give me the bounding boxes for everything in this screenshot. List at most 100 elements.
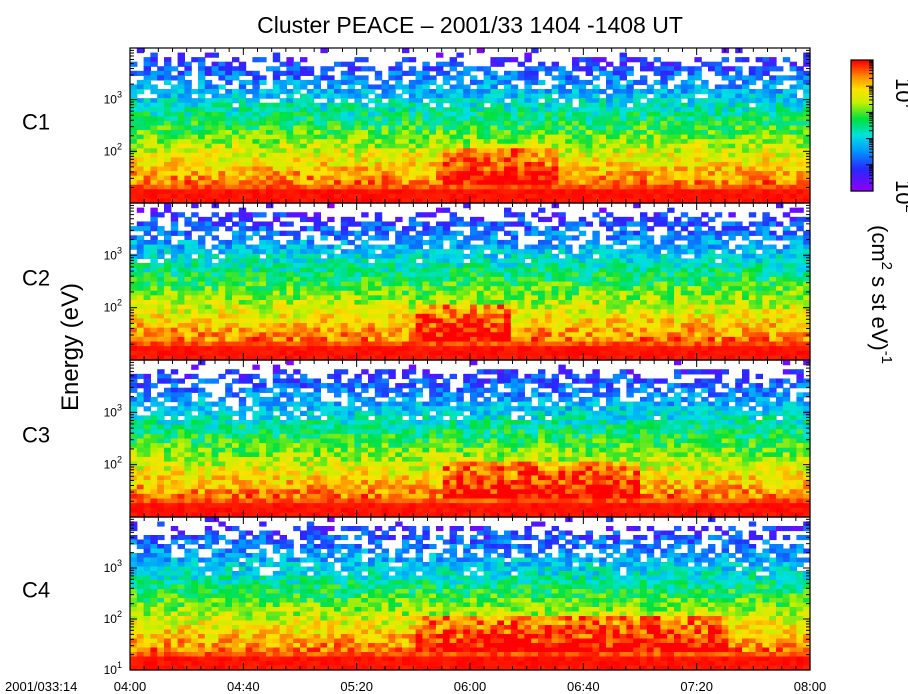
colorbar-swatch (851, 188, 873, 192)
colorbar-swatch (851, 140, 873, 144)
colorbar-swatch (851, 110, 873, 113)
colorbar-bottom-label: 102 (891, 180, 908, 213)
chart-title: Cluster PEACE – 2001/33 1404 -1408 UT (257, 12, 683, 38)
y-tick-label: 102 (104, 141, 122, 158)
panel-label: C3 (22, 423, 50, 448)
colorbar-swatch (851, 127, 873, 131)
y-axis-label: Energy (eV) (57, 283, 84, 411)
colorbar-swatch (851, 108, 873, 111)
colorbar-top-label: 107 (891, 78, 908, 111)
colorbar-swatch (851, 166, 873, 170)
colorbar-swatch (851, 125, 873, 129)
y-tick-label: 102 (104, 609, 122, 626)
y-tick-label: 103 (104, 402, 122, 419)
heatmap-cells (130, 48, 811, 204)
colorbar-swatch (851, 138, 873, 142)
colorbar-swatch (851, 129, 873, 133)
colorbar-swatch (851, 114, 873, 118)
colorbar-swatch (851, 112, 873, 116)
x-tick-label: 05:20 (340, 679, 373, 694)
x-tick-label: 06:40 (567, 679, 600, 694)
colorbar-swatch (851, 171, 873, 175)
colorbar-swatch (851, 186, 873, 190)
colorbar-swatch (851, 153, 873, 157)
colorbar-swatch (851, 103, 873, 107)
colorbar-swatch (851, 151, 873, 155)
colorbar-swatch (851, 66, 873, 70)
colorbar-swatch (851, 169, 873, 172)
colorbar-swatch (851, 134, 873, 138)
colorbar-swatch (851, 79, 873, 83)
colorbar-swatch (851, 116, 873, 120)
colorbar-swatch (851, 136, 873, 140)
colorbar-swatch (851, 105, 873, 109)
colorbar-swatch (851, 86, 873, 89)
panel-c2: 102 103 C2 (22, 202, 811, 361)
colorbar-swatch (851, 184, 873, 188)
y-tick-label: 101 (104, 660, 122, 677)
colorbar-swatch (851, 62, 873, 65)
colorbar-swatch (851, 158, 873, 162)
y-tick-label: 103 (104, 90, 122, 107)
colorbar-swatch (851, 94, 873, 98)
y-tick-label: 102 (104, 298, 122, 315)
colorbar-swatch (851, 180, 873, 183)
colorbar-swatch (851, 60, 873, 63)
colorbar-swatch (851, 88, 873, 92)
colorbar-swatch (851, 92, 873, 96)
colorbar-swatch (851, 160, 873, 164)
heatmap-cells (130, 360, 811, 518)
colorbar-swatch (851, 84, 873, 87)
panel-c4: 101 102 103 C4 (22, 516, 811, 677)
panel-c3: 102 103 C3 (22, 359, 811, 518)
colorbar-swatch (851, 77, 873, 81)
colorbar-swatch (851, 81, 873, 85)
colorbar-swatch (851, 177, 873, 181)
heatmap-cells (130, 203, 811, 361)
colorbar-swatch (851, 182, 873, 186)
panel-label: C2 (22, 266, 50, 291)
colorbar-swatch (851, 147, 873, 151)
y-tick-label: 103 (104, 245, 122, 262)
panel-label: C1 (22, 110, 50, 135)
colorbar-swatch (851, 145, 873, 148)
panel-label: C4 (22, 578, 50, 603)
colorbar-swatch (851, 149, 873, 153)
colorbar-swatch (851, 101, 873, 105)
colorbar-unit-label: (cm2 s st eV)-1 (867, 225, 895, 364)
colorbar-swatch (851, 173, 873, 177)
colorbar-swatch (851, 164, 873, 168)
x-axis-prefix: 2001/033:14 (5, 679, 77, 694)
x-tick-label: 04:00 (114, 679, 147, 694)
y-tick-label: 103 (104, 558, 122, 575)
colorbar-swatch (851, 175, 873, 179)
x-axis: 04:00 04:40 05:20 06:00 06:40 07:20 08:00 2001/… (5, 48, 826, 694)
colorbar-swatch (851, 121, 873, 124)
colorbar-swatch (851, 64, 873, 68)
colorbar-swatch (851, 156, 873, 159)
colorbar-frame (850, 59, 874, 192)
colorbar-swatch (851, 123, 873, 127)
colorbar-swatch (851, 97, 873, 100)
panel-c1: 102 103 C1 (22, 47, 811, 204)
colorbar-swatch (851, 75, 873, 79)
colorbar-swatch (851, 73, 873, 76)
x-tick-label: 04:40 (227, 679, 260, 694)
colorbar: 107 102 (cm2 s st eV)-1 (850, 59, 908, 364)
x-tick-label: 08:00 (794, 679, 827, 694)
x-tick-label: 07:20 (680, 679, 713, 694)
colorbar-swatch (851, 142, 873, 146)
colorbar-swatch (851, 68, 873, 72)
y-tick-label: 102 (104, 455, 122, 472)
colorbar-swatch (851, 162, 873, 166)
colorbar-swatch (851, 70, 873, 74)
heatmap-cells (130, 517, 811, 671)
colorbar-swatch (851, 118, 873, 122)
colorbar-swatch (851, 90, 873, 94)
x-tick-label: 06:00 (454, 679, 487, 694)
colorbar-swatch (851, 99, 873, 103)
panels: 102 103 C1 102 103 C2 102 103 C3 101 102 103 C4 (22, 47, 811, 677)
colorbar-swatch (851, 132, 873, 135)
